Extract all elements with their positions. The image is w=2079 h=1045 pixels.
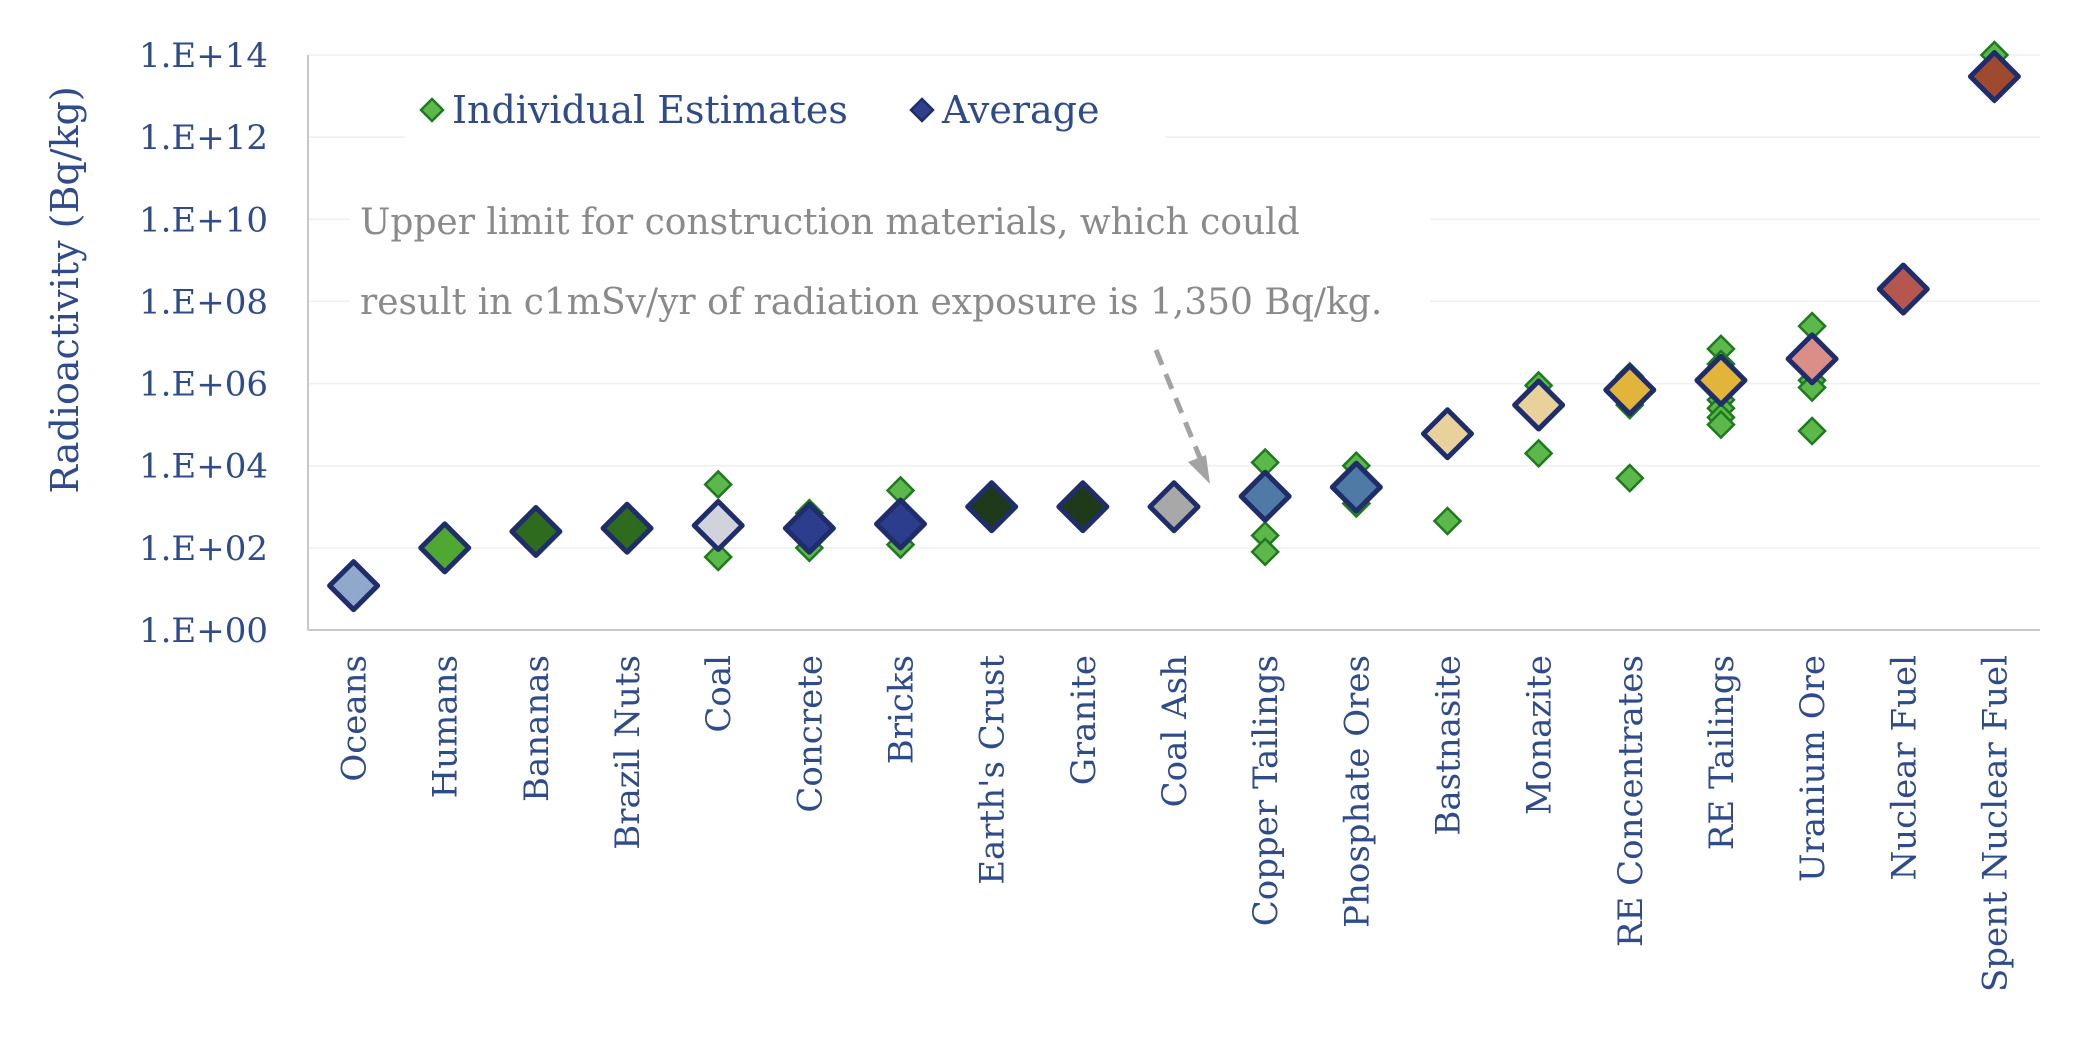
average-point: [1876, 262, 1930, 316]
legend-average-marker: [909, 97, 935, 123]
x-category-label: Monazite: [1520, 655, 1560, 815]
y-tick-label: 1.E+02: [139, 529, 268, 569]
estimate-point: [1250, 537, 1280, 567]
x-category-label: Bananas: [517, 655, 557, 802]
x-category-label: Oceans: [335, 655, 375, 782]
average-point: [1329, 460, 1383, 514]
x-category-label: Spent Nuclear Fuel: [1975, 655, 2015, 992]
x-category-label: Granite: [1064, 655, 1104, 785]
estimate-point: [1615, 463, 1645, 493]
average-point: [965, 480, 1019, 534]
average-point: [1967, 49, 2021, 103]
average-point: [418, 521, 472, 575]
x-category-label: Uranium Ore: [1793, 655, 1833, 882]
x-category-label: Bricks: [882, 655, 922, 764]
x-category-labels: Oceans Humans Bananas Brazil Nuts Coal Concre…: [335, 655, 2016, 992]
legend-estimate-marker: [419, 97, 445, 123]
estimate-point: [1523, 438, 1554, 469]
y-tick-label: 1.E+12: [139, 118, 268, 158]
x-category-label: Coal: [699, 655, 739, 733]
estimate-point: [703, 542, 733, 572]
estimate-point: [1797, 372, 1827, 403]
x-category-label: Earth's Crust: [973, 655, 1013, 885]
legend-background: [405, 80, 1165, 140]
x-category-label: Coal Ash: [1155, 655, 1195, 807]
data-points: [327, 40, 2021, 613]
annotation-arrow-head: [1188, 455, 1210, 484]
y-axis-title: Radioactivity (Bq/kg): [43, 86, 87, 493]
average-point: [1512, 378, 1566, 432]
average-point: [1603, 363, 1657, 417]
x-category-label: RE Tailings: [1702, 655, 1742, 850]
average-point: [1147, 480, 1201, 534]
x-category-label: Concrete: [790, 655, 830, 813]
x-category-label: Nuclear Fuel: [1884, 655, 1924, 881]
average-point: [691, 499, 745, 553]
annotation-arrow-shaft: [1153, 349, 1203, 459]
x-category-label: RE Concentrates: [1611, 655, 1651, 947]
annotation: Upper limit for construction materials, …: [350, 192, 1430, 484]
y-tick-label: 1.E+00: [139, 611, 268, 651]
average-point: [1056, 480, 1110, 534]
average-point: [600, 501, 654, 555]
legend-estimate-label: Individual Estimates: [452, 88, 848, 132]
y-tick-label: 1.E+08: [139, 282, 268, 322]
average-point: [1238, 469, 1292, 523]
average-point: [1785, 332, 1839, 386]
x-category-label: Humans: [426, 655, 466, 798]
y-tick-label: 1.E+14: [139, 36, 268, 76]
x-category-label: Bastnasite: [1428, 655, 1468, 836]
y-tick-label: 1.E+10: [139, 200, 268, 240]
annotation-line-1: Upper limit for construction materials, …: [360, 202, 1300, 243]
legend: Individual Estimates Average: [405, 80, 1165, 140]
estimate-point: [1432, 506, 1463, 536]
estimate-point: [703, 469, 733, 500]
y-tick-label: 1.E+04: [139, 447, 268, 487]
legend-average-label: Average: [941, 88, 1100, 132]
average-point: [1420, 407, 1474, 461]
average-point: [874, 497, 928, 551]
y-tick-labels: 1.E+00 1.E+02 1.E+04 1.E+06 1.E+08 1.E+10 1.E+…: [139, 36, 268, 651]
x-category-label: Phosphate Ores: [1337, 655, 1377, 928]
average-point: [1694, 353, 1748, 407]
annotation-line-2: result in c1mSv/yr of radiation exposure…: [360, 282, 1382, 323]
axes: [307, 55, 2040, 631]
estimate-point: [1797, 416, 1827, 446]
average-point: [782, 501, 836, 555]
estimate-point: [1706, 409, 1736, 440]
annotation-background: [350, 192, 1430, 330]
y-tick-label: 1.E+06: [139, 365, 268, 405]
x-category-label: Brazil Nuts: [608, 655, 648, 850]
average-point: [509, 505, 563, 559]
x-category-label: Copper Tailings: [1246, 655, 1286, 926]
average-point: [327, 559, 381, 613]
